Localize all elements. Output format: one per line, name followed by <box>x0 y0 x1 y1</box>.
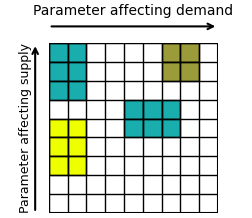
Bar <box>161 100 180 119</box>
Bar <box>161 62 180 81</box>
Bar <box>161 119 180 138</box>
Bar <box>49 43 67 62</box>
Text: Parameter affecting demand: Parameter affecting demand <box>33 4 233 18</box>
Bar <box>180 62 199 81</box>
Bar <box>67 81 86 100</box>
Bar <box>142 119 161 138</box>
Bar <box>123 119 142 138</box>
Bar <box>67 138 86 156</box>
Bar <box>180 43 199 62</box>
Bar <box>142 100 161 119</box>
Bar <box>49 119 67 138</box>
Bar <box>67 62 86 81</box>
Bar <box>67 43 86 62</box>
Text: Parameter affecting supply: Parameter affecting supply <box>18 43 32 213</box>
Bar <box>49 156 67 175</box>
Bar <box>161 43 180 62</box>
Bar <box>67 119 86 138</box>
Bar <box>49 138 67 156</box>
Bar <box>49 81 67 100</box>
Bar <box>49 62 67 81</box>
Bar <box>123 100 142 119</box>
Bar <box>67 156 86 175</box>
